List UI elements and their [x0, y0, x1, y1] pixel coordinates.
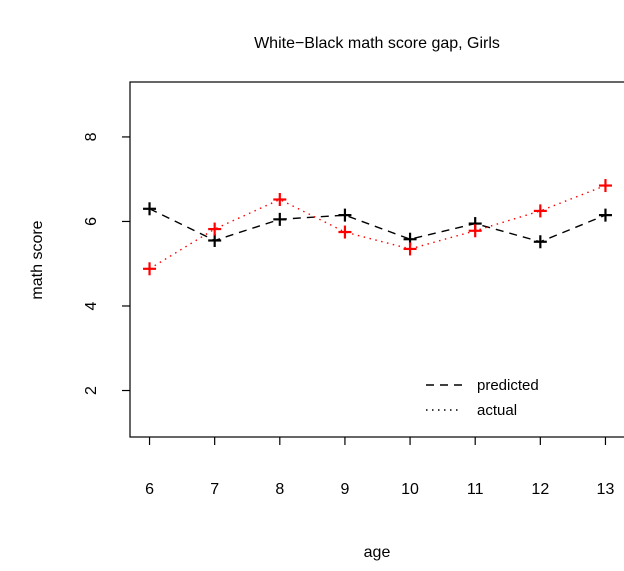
data-point-predicted [208, 233, 222, 247]
y-tick-label: 6 [83, 217, 100, 226]
series-layer [143, 179, 612, 276]
data-point-actual [143, 262, 157, 276]
data-point-predicted [273, 212, 287, 226]
data-point-actual [273, 192, 287, 206]
data-point-predicted [533, 235, 547, 249]
data-point-actual [403, 242, 417, 256]
legend-label: actual [477, 402, 517, 419]
legend-item-actual: actual [426, 402, 517, 419]
y-tick-label: 2 [83, 386, 100, 395]
x-tick-label: 11 [467, 481, 484, 498]
x-tick-label: 7 [210, 481, 219, 498]
data-point-predicted [143, 202, 157, 216]
y-axis: 2 4 6 8 [83, 132, 130, 395]
data-point-actual [338, 225, 352, 239]
x-tick-label: 8 [275, 481, 284, 498]
data-point-predicted [338, 208, 352, 222]
legend: predicted actual [426, 377, 539, 419]
x-tick-label: 6 [145, 481, 154, 498]
legend-label: predicted [477, 377, 539, 394]
legend-item-predicted: predicted [426, 377, 539, 394]
x-tick-label: 13 [597, 481, 615, 498]
data-point-actual [468, 224, 482, 238]
y-tick-label: 4 [83, 301, 100, 310]
x-axis-label: age [364, 544, 391, 561]
data-point-actual [598, 179, 612, 193]
x-tick-label: 9 [340, 481, 349, 498]
y-tick-label: 8 [83, 132, 100, 141]
x-axis: 6 7 8 9 10 11 12 13 [145, 437, 614, 498]
x-tick-label: 10 [401, 481, 419, 498]
plot-frame [129, 81, 624, 438]
data-point-actual [208, 222, 222, 236]
series-line-predicted [149, 208, 606, 243]
data-point-actual [533, 204, 547, 218]
x-tick-label: 12 [531, 481, 549, 498]
chart-title: White−Black math score gap, Girls [254, 35, 500, 52]
data-point-predicted [598, 208, 612, 222]
y-axis-label: math score [29, 220, 46, 299]
